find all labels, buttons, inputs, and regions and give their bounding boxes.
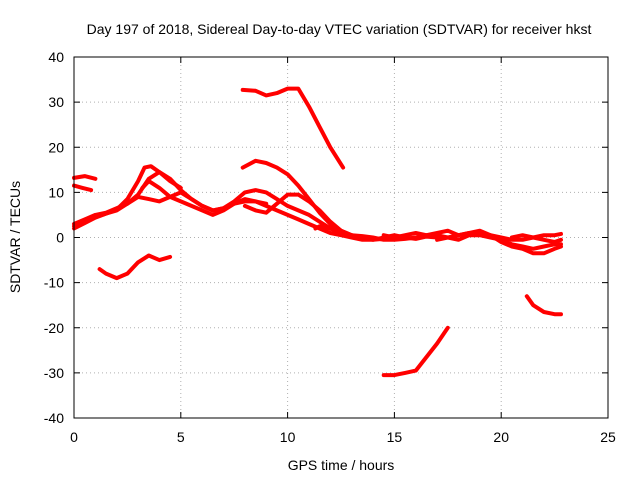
series-line-arc-13 xyxy=(435,233,563,251)
x-axis-label: GPS time / hours xyxy=(288,457,395,473)
x-tick-label: 10 xyxy=(280,429,296,445)
series-line-arc-16 xyxy=(524,294,563,317)
series-line-arc-7 xyxy=(97,253,173,281)
series-line-arc-2 xyxy=(72,183,94,193)
x-tick-label: 20 xyxy=(493,429,509,445)
series-line-arc-11 xyxy=(313,224,563,256)
y-tick-label: -20 xyxy=(44,320,64,336)
y-tick-label: 20 xyxy=(48,139,64,155)
x-tick-label: 5 xyxy=(177,429,185,445)
y-tick-label: 0 xyxy=(56,230,64,246)
y-tick-label: 30 xyxy=(48,94,64,110)
y-tick-label: -10 xyxy=(44,275,64,291)
x-tick-label: 0 xyxy=(70,429,78,445)
y-tick-label: 40 xyxy=(48,49,64,65)
axis-ticks: 0 5 10 15 20 25 -40 -30 -20 -10 0 10 20 30 40 xyxy=(44,49,616,445)
series-line-arc-10 xyxy=(242,192,354,238)
series-line-arc-15 xyxy=(381,325,450,378)
series-line-arc-1 xyxy=(72,174,98,181)
series-line-arc-8 xyxy=(240,86,346,170)
series-line-arc-6 xyxy=(140,179,386,242)
y-tick-label: 10 xyxy=(48,184,64,200)
y-tick-label: -40 xyxy=(44,410,64,426)
data-series-group xyxy=(72,86,563,378)
y-axis-label: SDTVAR / TECUs xyxy=(7,181,23,293)
series-line-arc-14 xyxy=(509,231,563,240)
y-tick-label: -30 xyxy=(44,365,64,381)
chart-title: Day 197 of 2018, Sidereal Day-to-day VTE… xyxy=(87,21,592,37)
x-tick-label: 15 xyxy=(387,429,403,445)
x-tick-label: 25 xyxy=(600,429,616,445)
